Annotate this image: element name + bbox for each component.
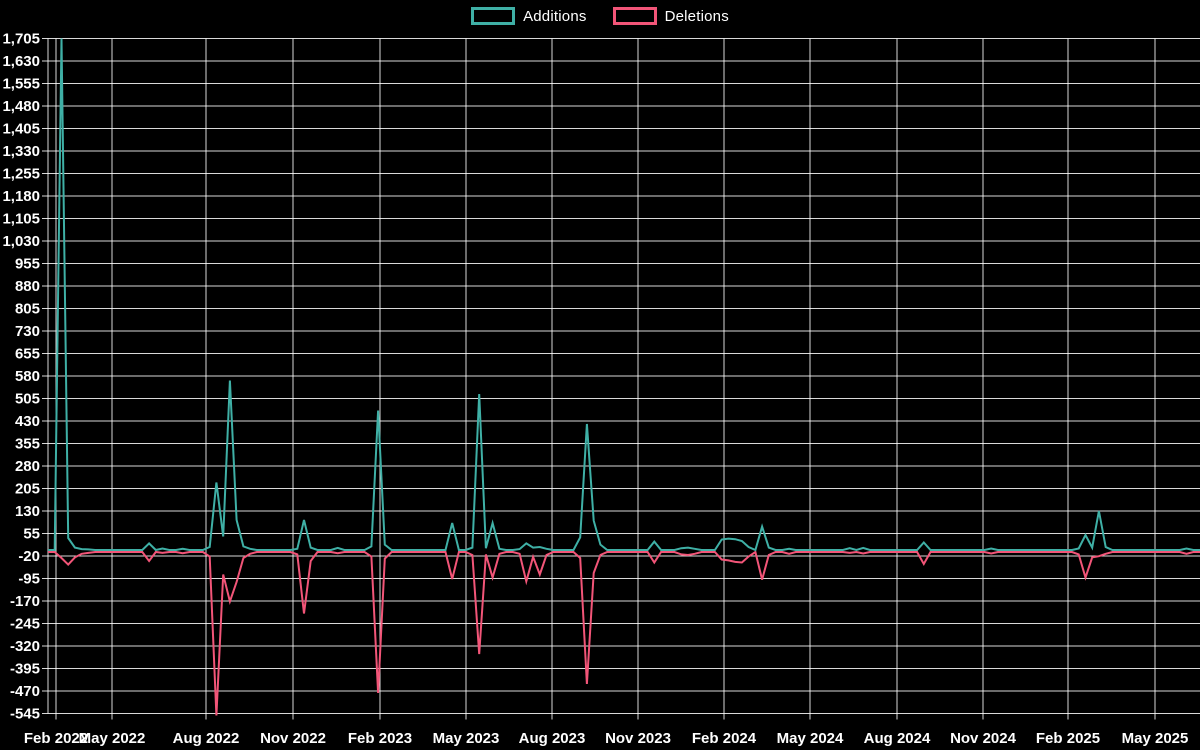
x-tick-label: Nov 2023 xyxy=(605,730,671,747)
y-tick-label: 805 xyxy=(15,301,40,318)
y-tick-label: 655 xyxy=(15,346,40,363)
additions-swatch-icon xyxy=(471,7,516,25)
y-tick-label: -320 xyxy=(10,638,40,655)
legend-item-additions[interactable]: Additions xyxy=(471,7,587,25)
y-tick-label: 280 xyxy=(15,458,40,475)
y-tick-label: 1,330 xyxy=(2,143,40,160)
y-tick-label: -470 xyxy=(10,683,40,700)
x-tick-label: Feb 2022 xyxy=(24,730,88,747)
x-tick-label: May 2025 xyxy=(1122,730,1189,747)
y-tick-label: -545 xyxy=(10,706,40,723)
y-tick-label: 1,705 xyxy=(2,31,40,48)
x-tick-label: Aug 2023 xyxy=(519,730,586,747)
y-tick-label: 1,180 xyxy=(2,188,40,205)
y-tick-label: -395 xyxy=(10,661,40,678)
x-tick-label: Nov 2024 xyxy=(950,730,1017,747)
y-tick-label: -20 xyxy=(18,548,40,565)
x-tick-label: Nov 2022 xyxy=(260,730,326,747)
y-tick-label: 55 xyxy=(23,526,40,543)
grid-lines xyxy=(42,38,1200,720)
y-tick-label: 205 xyxy=(15,481,40,498)
x-tick-label: May 2024 xyxy=(777,730,844,747)
legend-label-additions: Additions xyxy=(523,7,587,25)
x-tick-label: May 2022 xyxy=(79,730,146,747)
y-tick-label: 430 xyxy=(15,413,40,430)
y-tick-label: 1,555 xyxy=(2,76,40,93)
y-tick-label: 1,030 xyxy=(2,233,40,250)
legend-label-deletions: Deletions xyxy=(664,7,729,25)
y-tick-label: 880 xyxy=(15,278,40,295)
x-tick-label: Feb 2025 xyxy=(1036,730,1100,747)
y-tick-label: 730 xyxy=(15,323,40,340)
chart-legend: Additions Deletions xyxy=(0,7,1200,25)
y-tick-label: 580 xyxy=(15,368,40,385)
x-tick-label: Aug 2024 xyxy=(864,730,931,747)
x-tick-label: Feb 2023 xyxy=(348,730,412,747)
y-tick-label: 1,405 xyxy=(2,121,40,138)
additions-line xyxy=(48,38,1200,552)
legend-item-deletions[interactable]: Deletions xyxy=(612,7,729,25)
y-tick-label: 505 xyxy=(15,391,40,408)
x-tick-label: Feb 2024 xyxy=(692,730,757,747)
y-axis-labels: 1,705 1,630 1,555 1,480 1,405 1,330 1,255 1,180… xyxy=(2,31,40,723)
x-tick-label: May 2023 xyxy=(433,730,500,747)
y-tick-label: 355 xyxy=(15,436,40,453)
x-tick-label: Aug 2022 xyxy=(173,730,240,747)
y-tick-label: 1,480 xyxy=(2,98,40,115)
data-series xyxy=(48,38,1200,716)
y-tick-label: -95 xyxy=(18,571,40,588)
y-tick-label: -170 xyxy=(10,593,40,610)
deletions-swatch-icon xyxy=(612,7,657,25)
y-tick-label: 1,630 xyxy=(2,53,40,70)
deletions-line xyxy=(48,550,1200,716)
y-tick-label: 955 xyxy=(15,256,40,273)
y-tick-label: 1,255 xyxy=(2,166,40,183)
y-tick-label: 130 xyxy=(15,503,40,520)
y-tick-label: -245 xyxy=(10,616,40,633)
y-tick-label: 1,105 xyxy=(2,211,40,228)
